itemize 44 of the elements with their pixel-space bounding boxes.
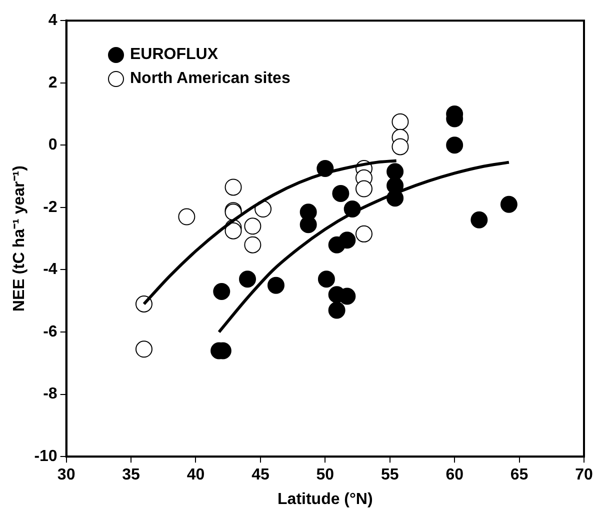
x-tick-label: 55 (380, 466, 399, 484)
point (446, 136, 464, 154)
point (135, 340, 152, 358)
x-tick-label: 50 (316, 466, 334, 484)
point (338, 232, 356, 249)
y-tick-label: -6 (43, 323, 58, 340)
point (244, 218, 262, 235)
point (500, 196, 518, 213)
point (224, 178, 242, 196)
point (244, 236, 262, 254)
point (300, 216, 317, 234)
y-tick-label: -4 (43, 261, 58, 278)
point (470, 211, 488, 228)
x-tick-label: 35 (122, 466, 140, 484)
point (355, 180, 372, 198)
point (332, 184, 350, 202)
point (392, 113, 409, 130)
point (328, 302, 346, 319)
x-tick-label: 45 (252, 466, 270, 484)
y-tick-label: -10 (34, 448, 58, 466)
legend-label: EUROFLUX (130, 46, 218, 64)
point (392, 138, 409, 156)
point (355, 225, 372, 242)
x-tick-label: 65 (510, 466, 528, 484)
x-tick-label: 40 (186, 466, 205, 484)
point (267, 276, 284, 294)
y-tick-label: 2 (48, 74, 58, 92)
x-tick-label: 30 (57, 466, 76, 484)
point (318, 270, 335, 288)
point (224, 222, 242, 240)
x-tick-label: 70 (575, 466, 593, 484)
line-series (218, 160, 510, 334)
y-tick-label: -2 (43, 198, 58, 216)
point (178, 208, 196, 226)
legend-label: North American sites (130, 70, 290, 88)
point (239, 270, 256, 288)
x-axis-title: Latitude (°N) (278, 490, 373, 508)
y-axis-title: NEE (tC ha⁻¹ year⁻¹) (11, 166, 28, 312)
point (386, 163, 404, 180)
x-tick-label: 60 (446, 466, 464, 484)
y-tick-label: 0 (48, 136, 58, 154)
y-tick-label: 4 (48, 12, 58, 30)
y-tick-label: -8 (43, 386, 58, 403)
point (213, 283, 230, 300)
